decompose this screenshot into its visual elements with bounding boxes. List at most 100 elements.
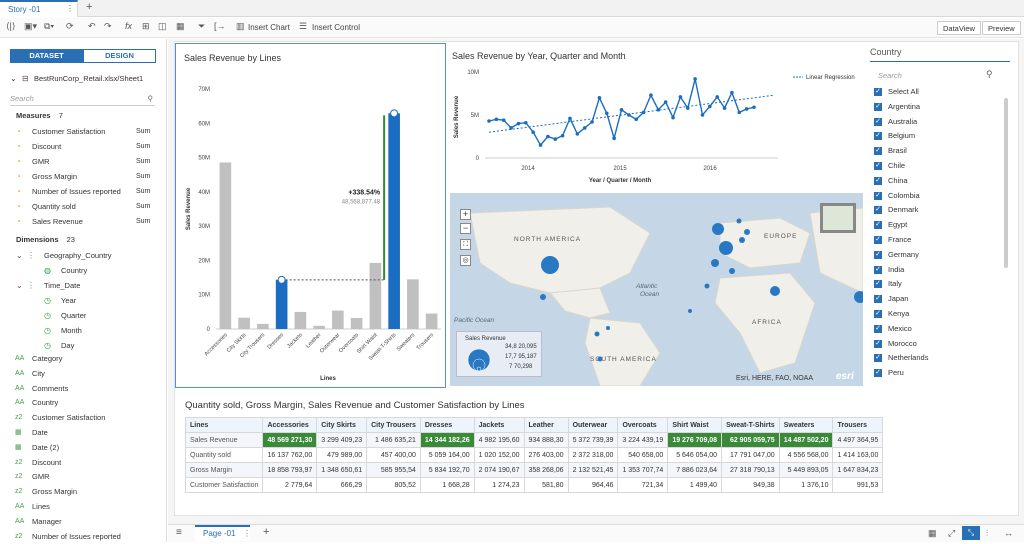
checkbox-checked-icon[interactable]: ✓ xyxy=(874,324,882,333)
dimension-item[interactable]: AA Manager xyxy=(0,514,166,529)
measure-item[interactable]: ◔ Gross Margin Sum xyxy=(0,169,166,184)
country-item[interactable]: ✓ Italy xyxy=(874,278,902,292)
checkbox-checked-icon[interactable]: ✓ xyxy=(874,339,882,348)
more-vertical-icon[interactable]: ⋮ xyxy=(66,4,74,13)
chart-grid-icon[interactable]: ▦ xyxy=(176,21,185,31)
column-header[interactable]: Shirt Waist xyxy=(667,417,723,433)
country-item[interactable]: ✓ China xyxy=(874,175,908,189)
chevron-down-icon[interactable]: ⌄ xyxy=(16,281,23,290)
line-point[interactable] xyxy=(501,118,506,122)
map-bubble[interactable] xyxy=(739,237,745,243)
column-header[interactable]: Dresses xyxy=(419,417,475,433)
map-bubble[interactable] xyxy=(729,268,735,274)
bar-city-skirts[interactable] xyxy=(238,317,250,329)
column-header[interactable]: City Trousers xyxy=(366,417,421,433)
line-point[interactable] xyxy=(715,95,719,99)
line-point[interactable] xyxy=(604,111,609,116)
dimension-item[interactable]: AA Category xyxy=(0,351,166,366)
line-point[interactable] xyxy=(737,110,742,115)
line-point[interactable] xyxy=(531,130,535,134)
column-header[interactable]: Overcoats xyxy=(617,417,669,433)
measure-item[interactable]: ◔ Customer Satisfaction Sum xyxy=(0,124,166,139)
fit-width-icon[interactable]: ↔ xyxy=(1004,528,1013,538)
zoom-in-button[interactable]: + xyxy=(460,209,471,220)
country-item[interactable]: ✓ Denmark xyxy=(874,204,918,218)
country-item[interactable]: ✓ Colombia xyxy=(874,190,920,204)
checkbox-checked-icon[interactable]: ✓ xyxy=(874,295,882,304)
map-bubble[interactable] xyxy=(540,294,546,300)
add-story-tab-icon[interactable]: + xyxy=(86,1,93,13)
line-point[interactable] xyxy=(708,104,712,109)
column-header[interactable]: Jackets xyxy=(473,417,525,433)
column-header[interactable]: City Skirts xyxy=(316,417,368,433)
bar-city-trousers[interactable] xyxy=(257,323,269,329)
column-header[interactable]: Sweaters xyxy=(778,417,834,433)
line-point[interactable] xyxy=(524,120,528,125)
undo-icon[interactable]: ↶ xyxy=(88,21,96,31)
map-bubble[interactable] xyxy=(744,229,750,235)
story-tab[interactable]: Story -01 ⋮ xyxy=(0,0,78,17)
line-point[interactable] xyxy=(597,96,602,100)
line-point[interactable] xyxy=(634,117,639,122)
dataset-source[interactable]: ⌄ ⊟ BestRunCorp_Retail.xlsx/Sheet1 xyxy=(0,71,166,86)
dimension-item[interactable]: ▦ Date (2) xyxy=(0,440,166,455)
chevron-down-icon[interactable]: ⌄ xyxy=(10,74,17,83)
country-item[interactable]: ✓ Select All xyxy=(874,86,919,100)
tab-dataset[interactable]: DATASET xyxy=(10,49,83,63)
grid-view-icon[interactable]: ▦ xyxy=(928,528,937,538)
country-item[interactable]: ✓ Brasil xyxy=(874,145,907,159)
panel-toggle-icon[interactable]: ⟨|⟩ xyxy=(6,21,16,31)
line-point[interactable] xyxy=(627,113,631,117)
checkbox-checked-icon[interactable]: ✓ xyxy=(874,88,882,97)
line-point[interactable] xyxy=(494,117,499,122)
measure-item[interactable]: ◔ GMR Sum xyxy=(0,154,166,169)
column-header[interactable]: Leather xyxy=(523,417,569,433)
time-level-item[interactable]: ◷ Year xyxy=(0,293,166,308)
overview-map[interactable] xyxy=(820,203,856,233)
country-item[interactable]: ✓ Australia xyxy=(874,116,917,130)
bar-accessories[interactable] xyxy=(219,162,232,329)
country-item[interactable]: ✓ France xyxy=(874,234,911,248)
checkbox-checked-icon[interactable]: ✓ xyxy=(874,310,882,319)
menu-icon[interactable]: ≡ xyxy=(176,527,182,538)
dimension-item[interactable]: AA Country xyxy=(0,395,166,410)
map-bubble[interactable] xyxy=(712,223,724,235)
bar-leather[interactable] xyxy=(313,325,325,329)
dimension-item[interactable]: AA City xyxy=(0,366,166,381)
country-item[interactable]: ✓ Egypt xyxy=(874,219,907,233)
map-bubble[interactable] xyxy=(736,218,742,224)
line-point[interactable] xyxy=(590,120,594,124)
country-item[interactable]: ✓ Kenya xyxy=(874,308,909,322)
column-header[interactable]: Outerwear xyxy=(567,417,619,433)
time-level-item[interactable]: ◷ Month xyxy=(0,323,166,338)
table-row[interactable]: Gross Margin 18 858 793,97 1 348 650,61 585… xyxy=(184,462,884,478)
copy-icon[interactable]: ⧉▾ xyxy=(44,21,55,31)
insert-control-icon[interactable]: ☰ xyxy=(299,21,308,31)
checkbox-checked-icon[interactable]: ✓ xyxy=(874,354,882,363)
scrollbar[interactable] xyxy=(1004,98,1008,268)
map-bubble[interactable] xyxy=(541,256,559,274)
line-point[interactable] xyxy=(509,126,513,130)
variance-end-point[interactable] xyxy=(390,109,399,118)
dimension-item[interactable]: z2 GMR xyxy=(0,469,166,484)
more-vertical-icon[interactable]: ⋮ xyxy=(243,529,251,538)
checkbox-checked-icon[interactable]: ✓ xyxy=(874,250,882,259)
time-level-item[interactable]: ◷ Day xyxy=(0,338,166,353)
line-point[interactable] xyxy=(619,108,624,112)
map-bubble[interactable] xyxy=(594,331,600,337)
line-point[interactable] xyxy=(663,100,668,104)
checkbox-checked-icon[interactable]: ✓ xyxy=(874,132,882,141)
table-row[interactable]: Customer Satisfaction 2 779,64 666,29 805,5… xyxy=(184,477,884,493)
insert-control-button[interactable]: Insert Control xyxy=(312,23,361,32)
preview-button[interactable]: Preview xyxy=(982,21,1021,35)
add-page-icon[interactable]: + xyxy=(263,526,270,538)
checkbox-checked-icon[interactable]: ✓ xyxy=(874,280,882,289)
checkbox-checked-icon[interactable]: ✓ xyxy=(874,221,882,230)
line-point[interactable] xyxy=(575,132,580,136)
line-point[interactable] xyxy=(553,137,558,141)
redo-icon[interactable]: ↷ xyxy=(104,21,112,31)
tab-design[interactable]: DESIGN xyxy=(83,49,156,63)
map-panel[interactable]: + − ⛶ ◎ NORTH AMERICA EUROPE AFRICA SOUT… xyxy=(450,193,863,386)
map-bubble[interactable] xyxy=(606,326,610,330)
fit-icon[interactable]: ⤢ xyxy=(948,528,956,538)
